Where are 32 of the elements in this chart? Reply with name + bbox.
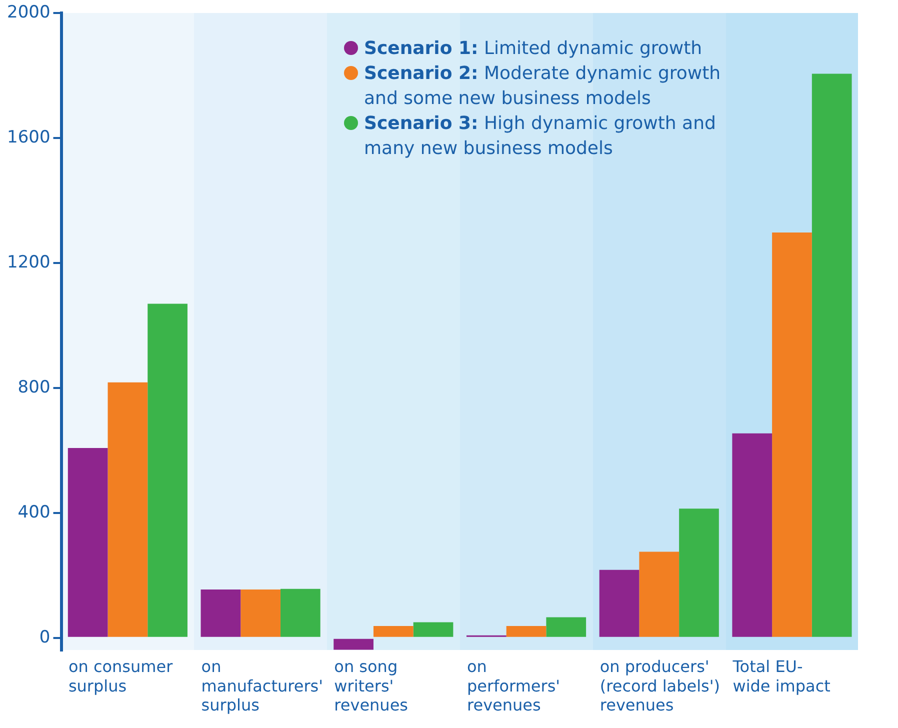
bar [546, 617, 586, 637]
bar [812, 74, 852, 637]
bar [506, 626, 546, 637]
y-tick-label: 800 [18, 377, 50, 398]
y-tick-label: 400 [18, 502, 50, 522]
bar [639, 552, 680, 637]
x-tick-label: on producers' (record labels') revenues [600, 657, 720, 715]
bar [599, 570, 640, 637]
bar [373, 626, 414, 637]
bar [240, 589, 280, 637]
legend-label: Scenario 3: High dynamic growth and many new business models [363, 112, 717, 161]
bar [413, 622, 454, 637]
bar [679, 508, 719, 637]
legend-label: Scenario 1: Limited dynamic growth [363, 37, 704, 61]
x-tick-label: Total EU- wide impact [732, 657, 830, 696]
x-tick-label: on song writers' revenues [334, 657, 408, 715]
bar [108, 382, 148, 637]
y-tick-label: 1600 [7, 128, 50, 148]
bar [732, 433, 772, 637]
x-tick-label: on manufacturers' surplus [201, 657, 324, 715]
y-tick-label: 1200 [7, 252, 50, 273]
bar [148, 304, 188, 637]
bar [68, 448, 108, 637]
bar [772, 232, 812, 637]
x-tick-label: on consumer surplus [68, 657, 174, 696]
bar [280, 588, 320, 637]
bar [200, 589, 241, 637]
y-tick-label: 0 [39, 627, 50, 648]
y-tick-label: 2000 [7, 2, 50, 23]
bar [334, 638, 374, 650]
legend-label: Scenario 2: Moderate dynamic growth and some new business models [363, 62, 722, 111]
x-tick-label: on performers' revenues [467, 657, 560, 715]
